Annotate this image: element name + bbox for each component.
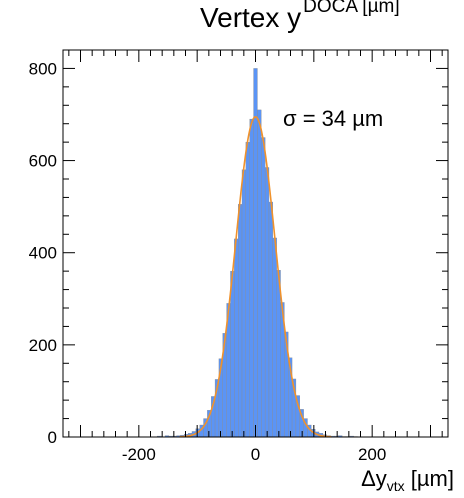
y-tick-label: 0: [48, 428, 57, 447]
histogram-bar: [245, 141, 250, 438]
y-tick-label: 800: [29, 59, 57, 78]
histogram-bar: [234, 238, 239, 438]
histogram-bar: [268, 201, 274, 438]
chart-title-main: Vertex y: [200, 2, 302, 33]
y-tick-label: 200: [29, 336, 57, 355]
histogram-bar: [257, 109, 262, 438]
x-axis-label-main: Δy: [361, 466, 387, 491]
x-axis-label-subscript: vtx: [386, 478, 405, 494]
gaussian-fit-curve: [179, 115, 332, 438]
histogram-bar: [241, 169, 247, 438]
histogram-bar: [264, 167, 270, 438]
histogram-bar: [230, 270, 235, 438]
histogram-bars: [157, 68, 358, 438]
histogram-bar: [276, 270, 281, 438]
chart-title-superscript: DOCA [µm]: [303, 0, 400, 17]
chart-title: Vertex y DOCA [µm]: [200, 0, 400, 34]
histogram-bar: [253, 68, 258, 438]
x-axis-label: Δyvtx [µm]: [361, 466, 454, 494]
x-axis-label-unit: [µm]: [404, 466, 454, 491]
y-tick-label: 600: [29, 152, 57, 171]
histogram-bar: [249, 118, 254, 438]
axis-ticks: -200 0 200 0 200 400 600 800: [29, 49, 448, 464]
y-tick-label: 400: [29, 244, 57, 263]
sigma-annotation: σ = 34 µm: [283, 106, 384, 131]
histogram-bar: [261, 137, 266, 438]
histogram-bar: [272, 237, 277, 438]
x-tick-label: 200: [358, 445, 386, 464]
x-tick-label: -200: [122, 445, 156, 464]
histogram-bar: [238, 204, 243, 438]
x-tick-label: 0: [251, 445, 260, 464]
